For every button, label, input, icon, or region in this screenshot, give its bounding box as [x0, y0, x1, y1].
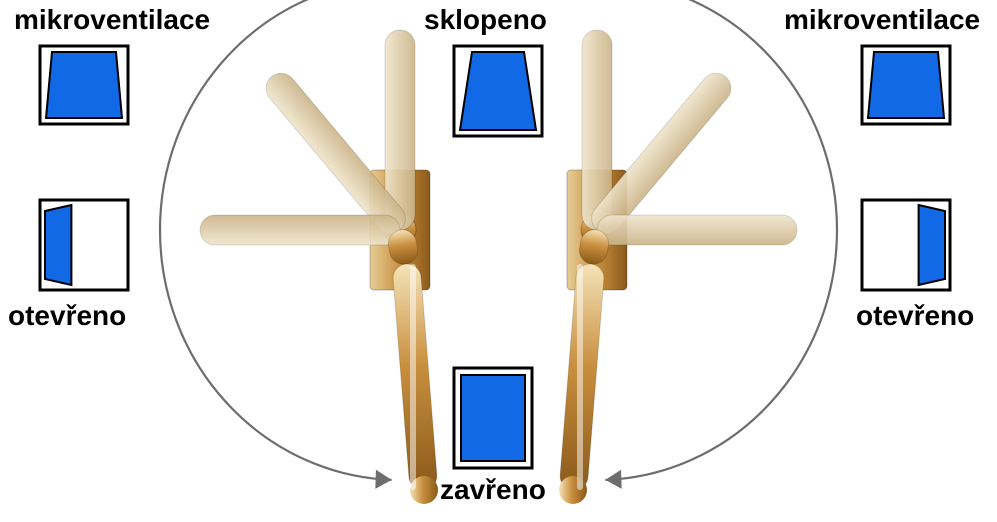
label-otevreno-left: otevřeno [8, 300, 126, 332]
microvent-right-icon [862, 46, 950, 124]
icons [40, 46, 950, 468]
zavreno-icon [454, 368, 532, 468]
sklopeno-icon [454, 46, 542, 136]
open-right-icon [862, 200, 950, 290]
microvent-left-icon [40, 46, 128, 124]
diagram-canvas [0, 0, 997, 522]
handle-left [200, 30, 438, 504]
label-microvent-right: mikroventilace [784, 4, 980, 36]
open-left-icon [40, 200, 128, 290]
label-sklopeno: sklopeno [424, 4, 547, 36]
handle-right [559, 30, 797, 504]
label-microvent-left: mikroventilace [14, 4, 210, 36]
label-otevreno-right: otevřeno [856, 300, 974, 332]
label-zavreno: zavřeno [440, 474, 546, 506]
